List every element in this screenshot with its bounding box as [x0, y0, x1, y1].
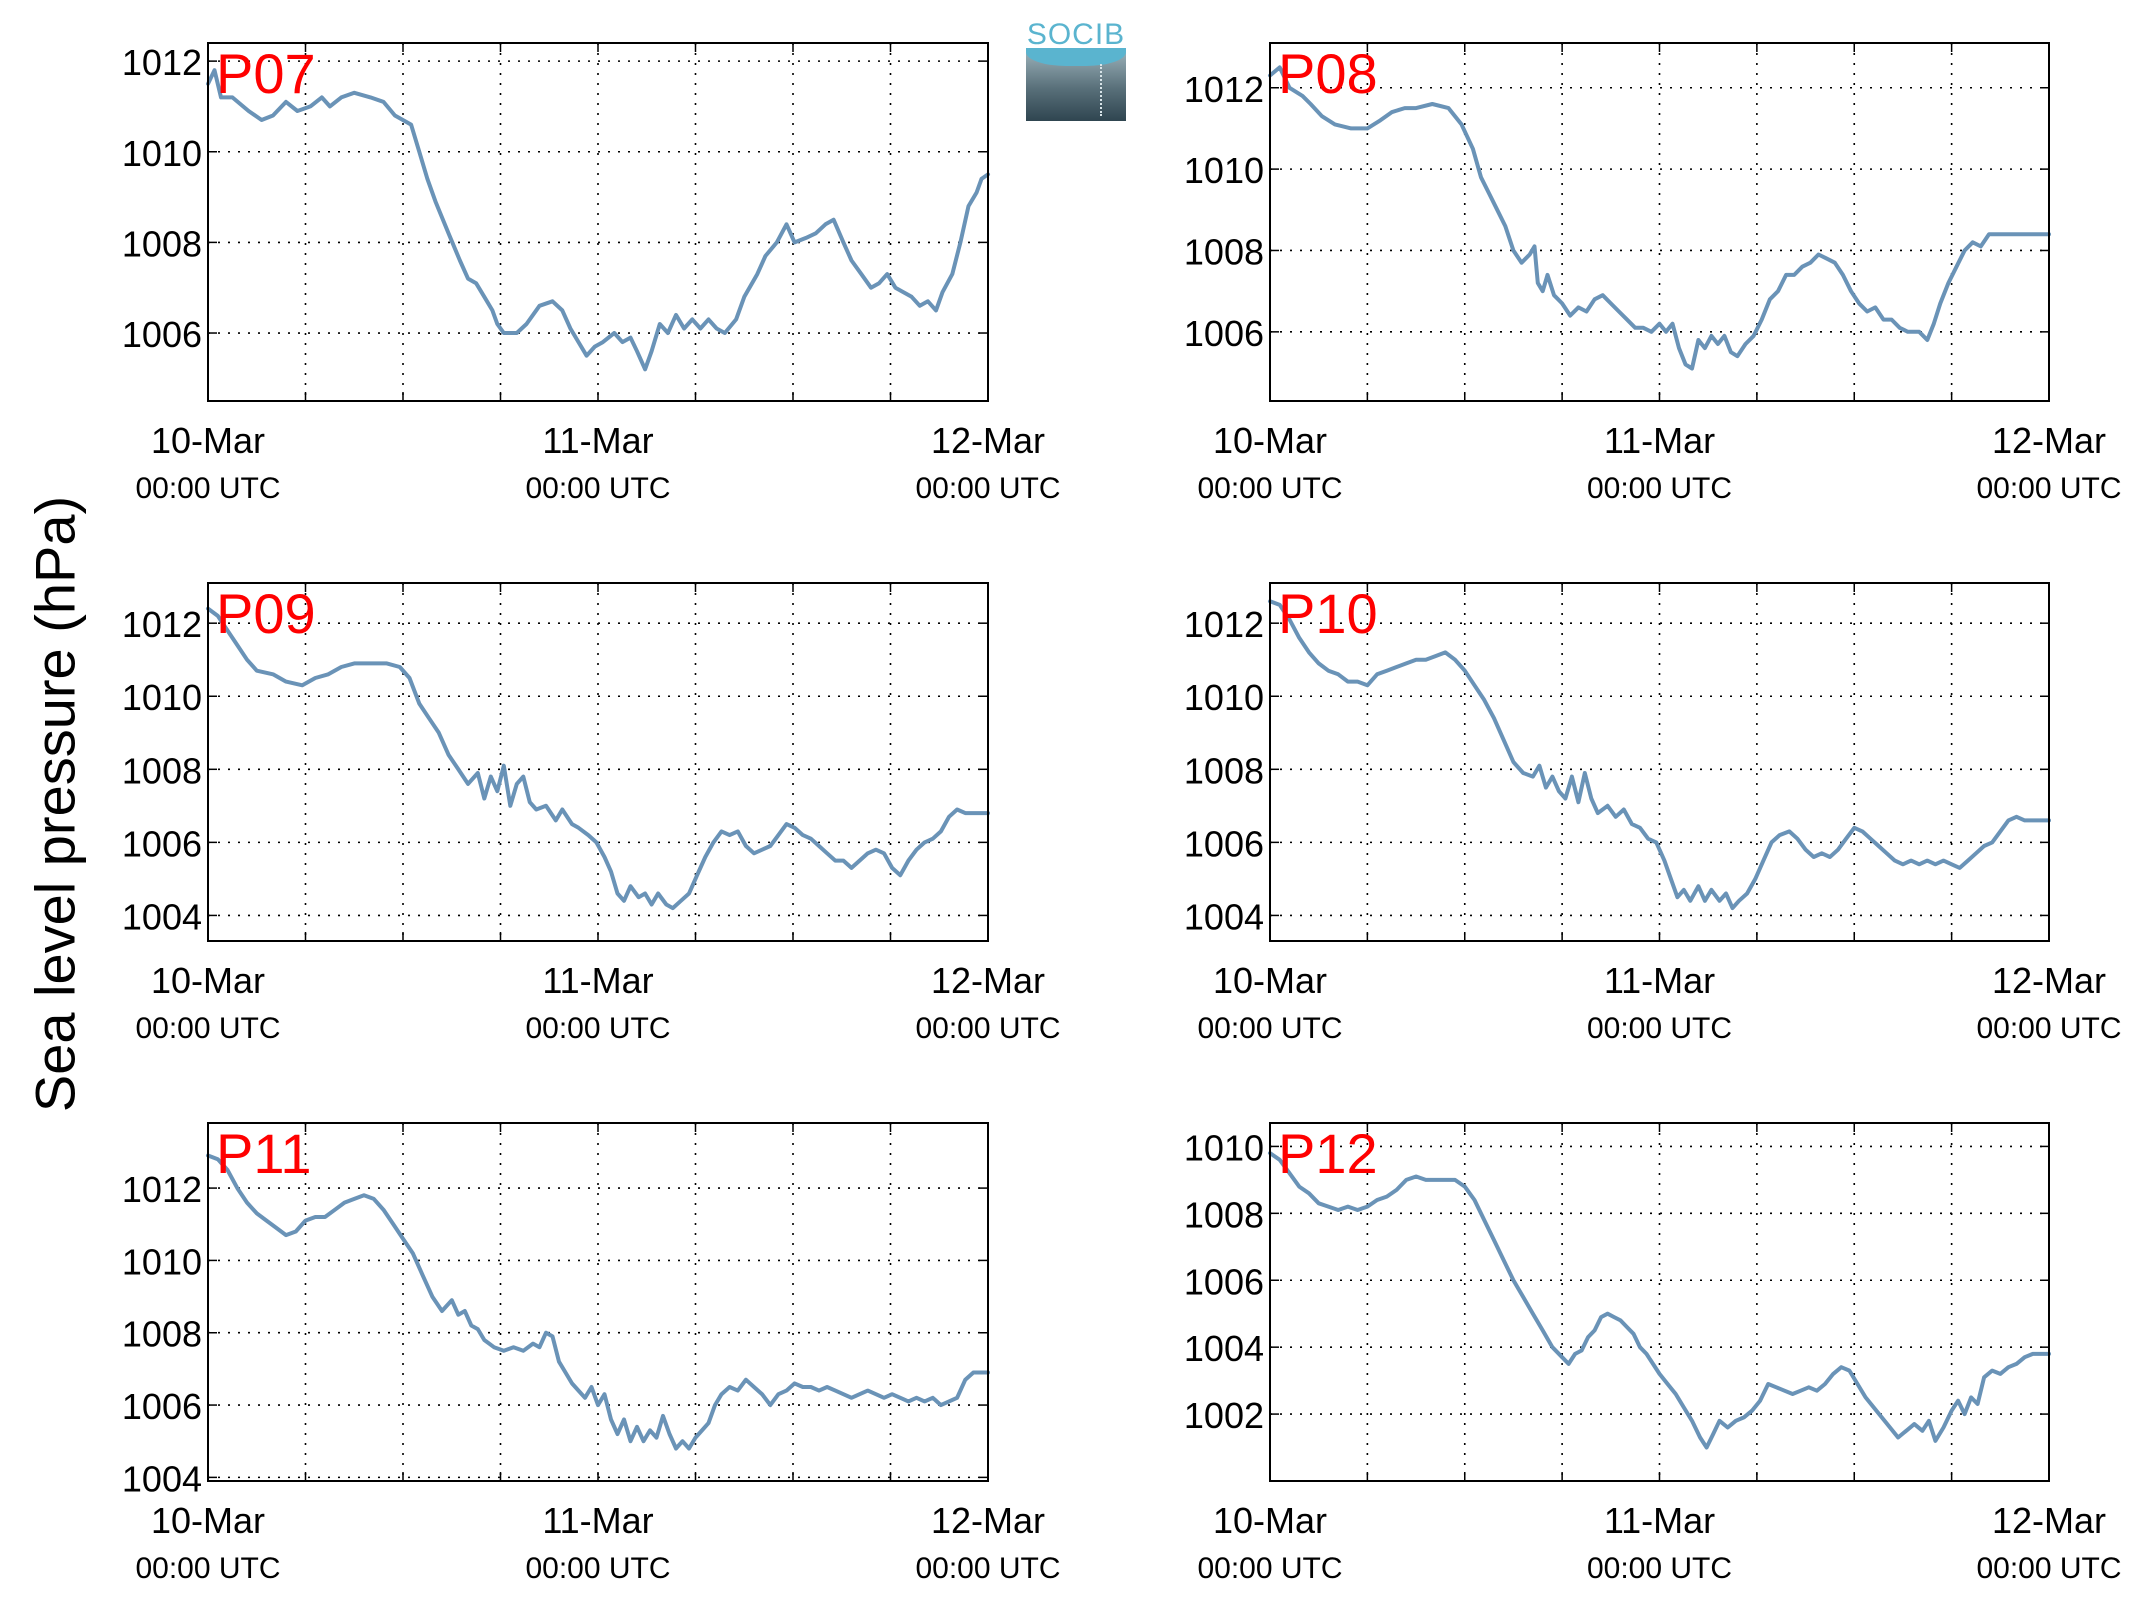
- x-tick-label-time: 00:00 UTC: [135, 472, 280, 505]
- y-tick-label: 1006: [122, 314, 202, 355]
- pressure-line: [1268, 65, 2051, 371]
- logo-wave: [1026, 48, 1126, 66]
- panel-p08: 1006 1008 1010 1012 10-Mar 00:00 UTC 11-Mar 00:…: [1184, 42, 2122, 505]
- panel-p12: 1002 1004 1006 1008 1010 10-Mar 00:00 UTC 11-Ma…: [1184, 1122, 2122, 1585]
- y-tick-label: 1008: [1184, 231, 1264, 272]
- x-tick-label-time: 00:00 UTC: [915, 1552, 1060, 1585]
- y-tick-label: 1010: [1184, 1127, 1264, 1168]
- x-tick-label-time: 00:00 UTC: [1587, 1552, 1732, 1585]
- axes-frame: [1269, 42, 2050, 402]
- y-tick-label: 1010: [1184, 677, 1264, 718]
- socib-logo: SOCIB: [1026, 18, 1126, 121]
- panel-label: P08: [1278, 42, 1378, 105]
- panel-p10: 1004 1006 1008 1010 1012 10-Mar 00:00 UTC 11-Ma…: [1184, 582, 2122, 1045]
- y-tick-label: 1006: [1184, 823, 1264, 864]
- x-tick-label-time: 00:00 UTC: [1976, 1552, 2121, 1585]
- panel-label: P07: [216, 42, 316, 105]
- x-tick-label-time: 00:00 UTC: [1197, 1012, 1342, 1045]
- x-tick-label-day: 10-Mar: [1213, 960, 1327, 1001]
- panel-p07: 1006 1008 1010 1012 10-Mar 00:00 UTC 11-Mar 00:…: [122, 42, 1061, 505]
- y-tick-label: 1002: [1184, 1395, 1264, 1436]
- y-tick-label: 1012: [1184, 69, 1264, 110]
- x-tick-label-time: 00:00 UTC: [1197, 472, 1342, 505]
- y-tick-label: 1010: [122, 1241, 202, 1282]
- y-tick-label: 1004: [122, 896, 202, 937]
- x-tick-label-day: 10-Mar: [1213, 420, 1327, 461]
- x-tick-label-day: 11-Mar: [542, 960, 653, 1001]
- y-tick-label: 1006: [122, 823, 202, 864]
- axes-frame: [207, 42, 989, 402]
- y-tick-label: 1008: [122, 223, 202, 264]
- pressure-line: [206, 68, 990, 372]
- panel-label: P11: [216, 1122, 311, 1185]
- panel-label: P12: [1278, 1122, 1378, 1185]
- logo-text: SOCIB: [1026, 18, 1126, 51]
- panel-label: P09: [216, 582, 316, 645]
- x-tick-label-day: 12-Mar: [931, 960, 1045, 1001]
- x-tick-label-time: 00:00 UTC: [1587, 1012, 1732, 1045]
- axes-frame: [207, 1122, 989, 1482]
- pressure-line: [206, 1153, 990, 1451]
- x-tick-label-day: 10-Mar: [1213, 1500, 1327, 1541]
- x-tick-label-day: 11-Mar: [1604, 960, 1715, 1001]
- pressure-line: [1268, 1151, 2051, 1450]
- x-tick-label-time: 00:00 UTC: [1976, 472, 2121, 505]
- y-tick-label: 1004: [1184, 896, 1264, 937]
- axes-frame: [207, 582, 989, 942]
- pressure-line: [206, 606, 990, 911]
- axes-frame: [1269, 1122, 2050, 1482]
- x-tick-label-day: 10-Mar: [151, 960, 265, 1001]
- x-tick-label-time: 00:00 UTC: [1197, 1552, 1342, 1585]
- y-tick-label: 1006: [1184, 1261, 1264, 1302]
- x-tick-label-day: 11-Mar: [542, 420, 653, 461]
- y-tick-label: 1010: [122, 677, 202, 718]
- x-tick-label-day: 12-Mar: [1992, 960, 2106, 1001]
- y-tick-label: 1010: [122, 133, 202, 174]
- x-tick-label-day: 11-Mar: [1604, 420, 1715, 461]
- x-tick-label-day: 12-Mar: [931, 1500, 1045, 1541]
- x-tick-label-time: 00:00 UTC: [1976, 1012, 2121, 1045]
- y-axis-label: Sea level pressure (hPa): [23, 495, 87, 1113]
- y-tick-label: 1012: [122, 42, 202, 83]
- y-tick-label: 1006: [1184, 313, 1264, 354]
- x-tick-label-time: 00:00 UTC: [135, 1552, 280, 1585]
- pressure-line: [1268, 599, 2051, 911]
- x-tick-label-time: 00:00 UTC: [915, 1012, 1060, 1045]
- y-tick-label: 1008: [122, 1314, 202, 1355]
- panel-p11: 1004 1006 1008 1010 1012 10-Mar 00:00 UTC 11-Ma…: [122, 1122, 1061, 1585]
- x-tick-label-day: 11-Mar: [542, 1500, 653, 1541]
- y-tick-label: 1008: [1184, 750, 1264, 791]
- axes-frame: [1269, 582, 2050, 942]
- x-tick-label-time: 00:00 UTC: [525, 1012, 670, 1045]
- y-tick-label: 1006: [122, 1386, 202, 1427]
- panel-p09: 1004 1006 1008 1010 1012 10-Mar 00:00 UTC 11-Ma…: [122, 582, 1061, 1045]
- y-tick-label: 1004: [122, 1458, 202, 1499]
- y-tick-label: 1012: [1184, 604, 1264, 645]
- y-tick-label: 1008: [1184, 1194, 1264, 1235]
- y-tick-label: 1010: [1184, 150, 1264, 191]
- x-tick-label-day: 11-Mar: [1604, 1500, 1715, 1541]
- x-tick-label-day: 12-Mar: [1992, 420, 2106, 461]
- x-tick-label-time: 00:00 UTC: [135, 1012, 280, 1045]
- y-tick-label: 1012: [122, 604, 202, 645]
- y-tick-label: 1008: [122, 750, 202, 791]
- x-tick-label-time: 00:00 UTC: [525, 1552, 670, 1585]
- x-tick-label-day: 10-Mar: [151, 1500, 265, 1541]
- x-tick-label-time: 00:00 UTC: [915, 472, 1060, 505]
- y-tick-label: 1004: [1184, 1328, 1264, 1369]
- panel-label: P10: [1278, 582, 1378, 645]
- x-tick-label-day: 12-Mar: [931, 420, 1045, 461]
- logo-dotted-line: [1100, 64, 1102, 116]
- x-tick-label-day: 12-Mar: [1992, 1500, 2106, 1541]
- x-tick-label-time: 00:00 UTC: [1587, 472, 1732, 505]
- x-tick-label-day: 10-Mar: [151, 420, 265, 461]
- x-tick-label-time: 00:00 UTC: [525, 472, 670, 505]
- y-tick-label: 1012: [122, 1169, 202, 1210]
